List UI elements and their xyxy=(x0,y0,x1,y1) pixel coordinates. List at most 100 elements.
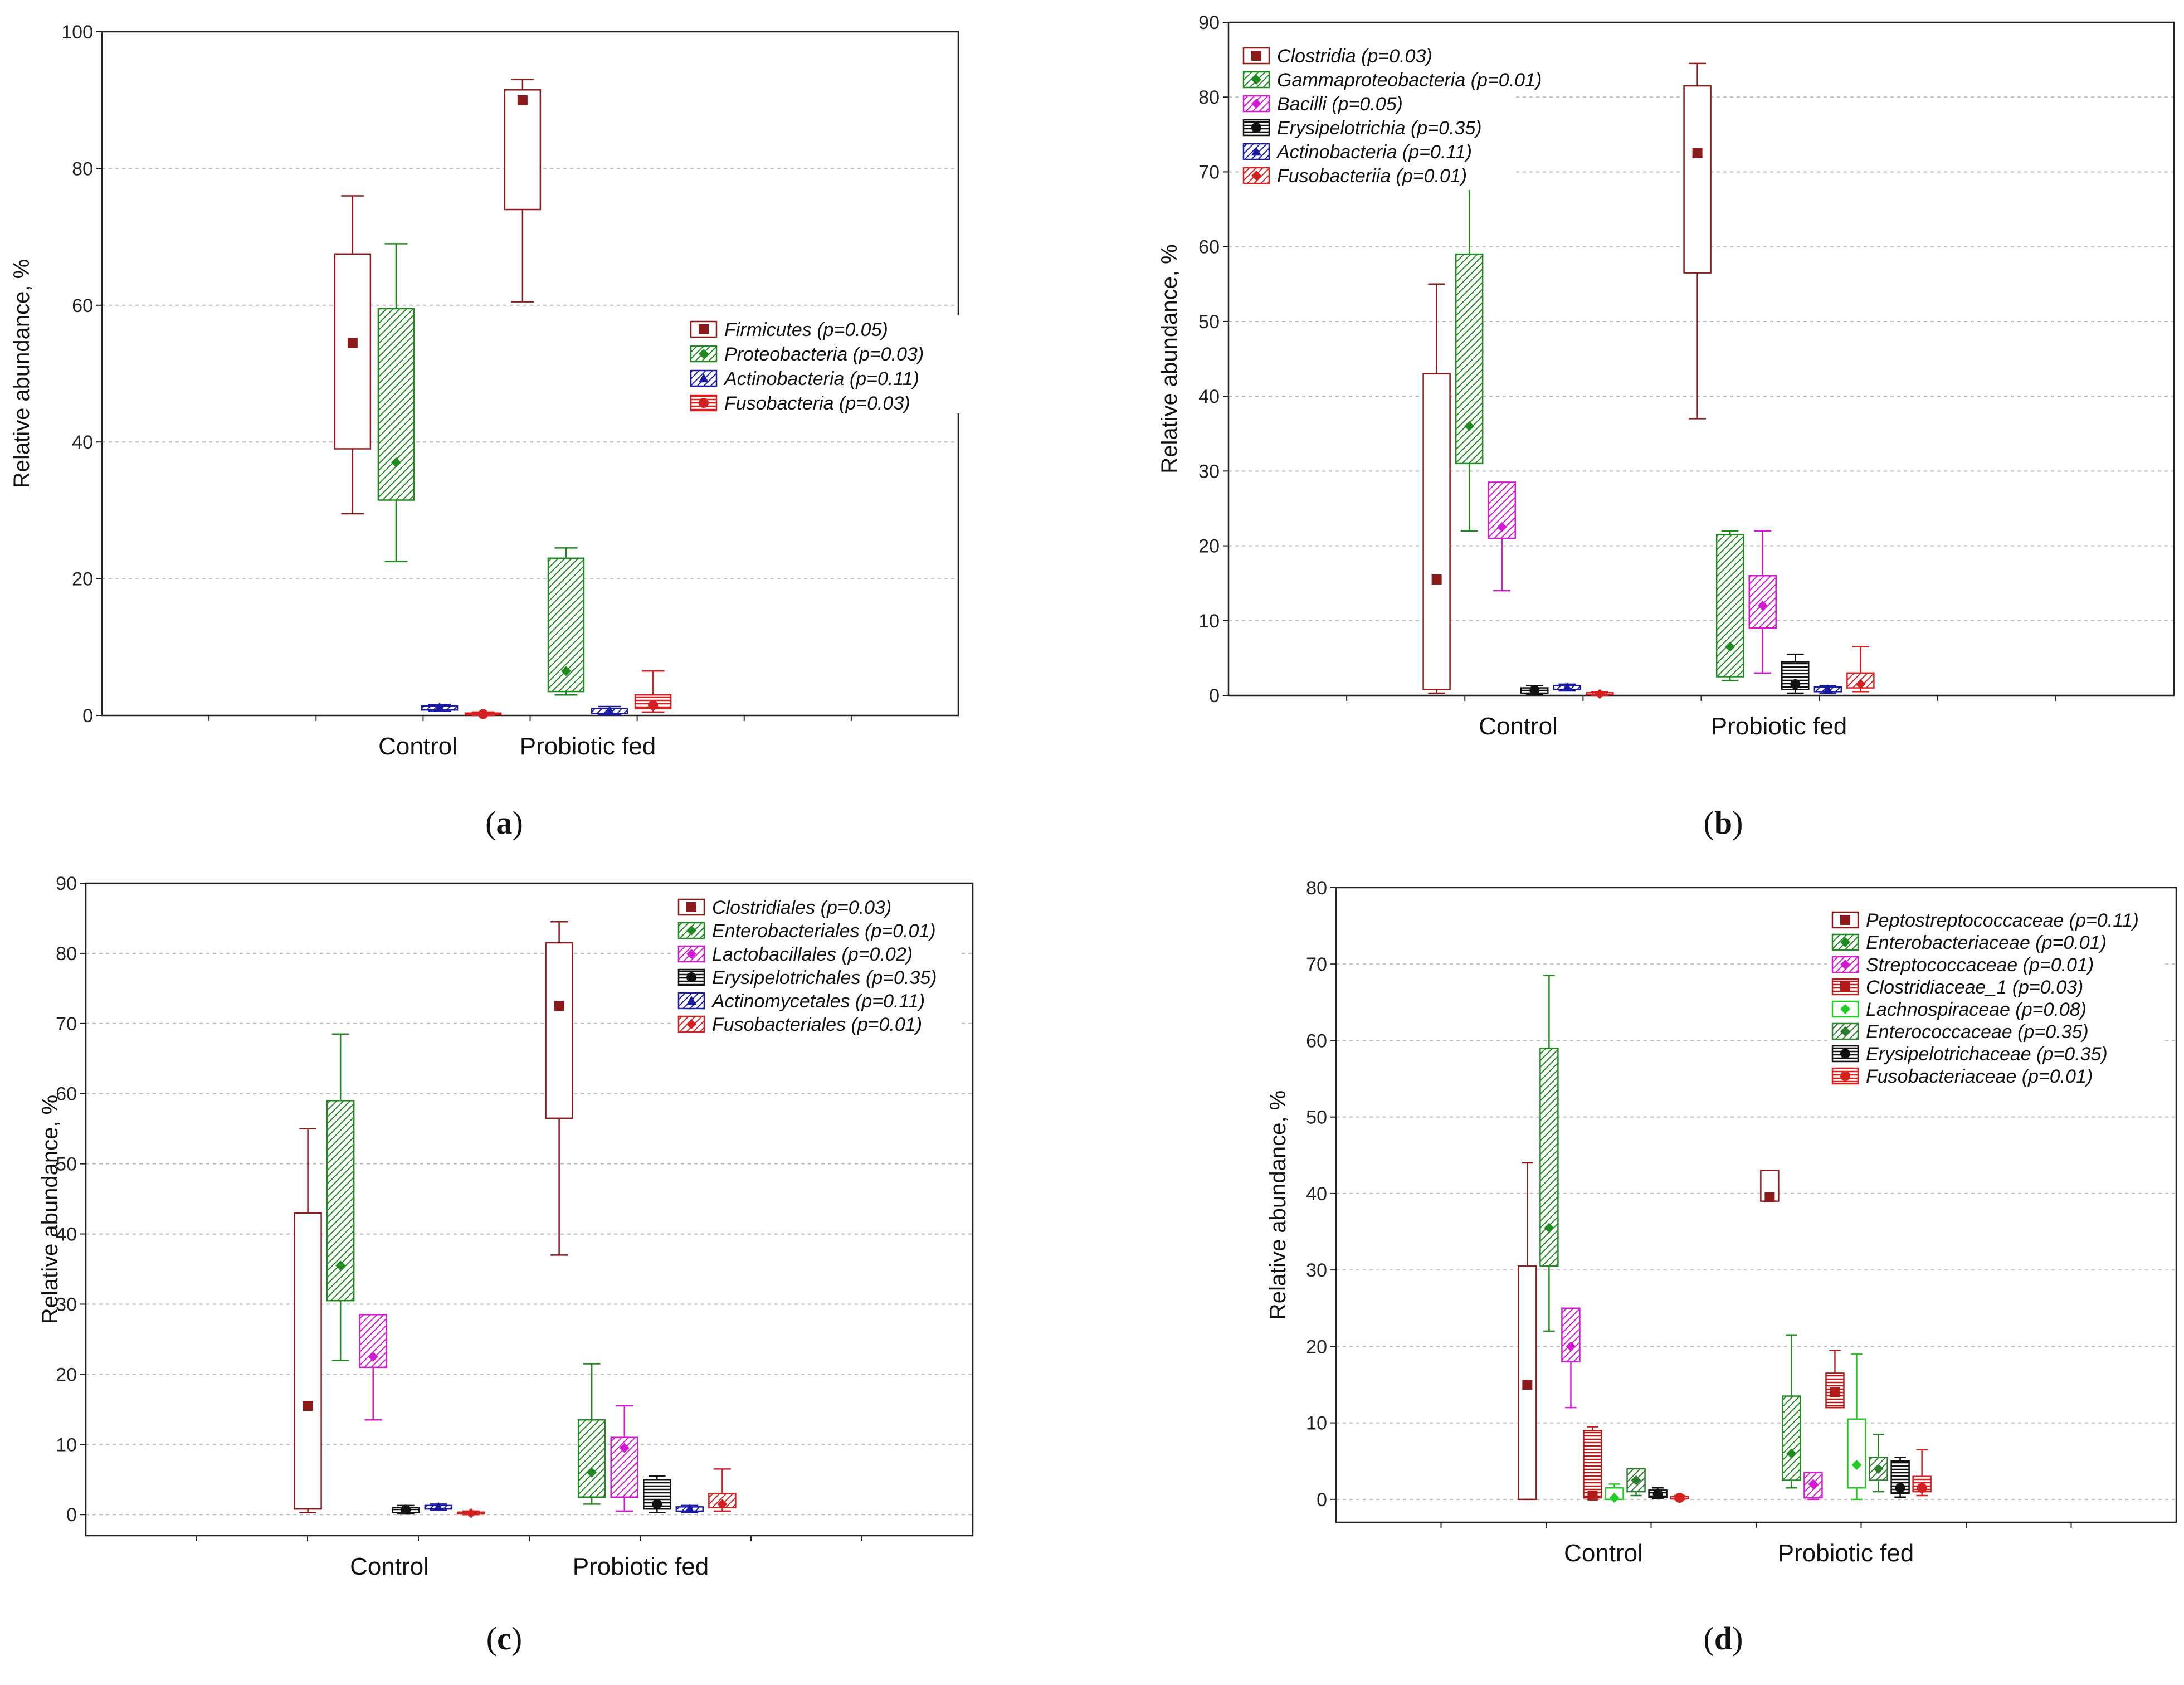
box-clostridia-control xyxy=(1422,283,1451,694)
legend-item-erysipelotrichales: Erysipelotrichales (p=0.35) xyxy=(677,967,937,988)
legend-item-lactobacillales: Lactobacillales (p=0.02) xyxy=(677,944,913,965)
y-tick-label: 60 xyxy=(1306,1030,1327,1051)
legend-swatch xyxy=(677,992,705,1010)
y-tick-label: 0 xyxy=(1317,1489,1327,1511)
panel-label: (b) xyxy=(1704,805,1743,841)
legend-item-enterobacteriales: Enterobacteriales (p=0.01) xyxy=(677,921,936,942)
box-enterococcaceae-probiotic xyxy=(1869,1433,1888,1493)
box-fusobacteriaceae-probiotic xyxy=(1912,1449,1932,1497)
box-gammaproteobacteria-control xyxy=(1455,186,1484,532)
median-marker xyxy=(1830,1387,1840,1397)
median-marker xyxy=(1790,679,1801,689)
panel-label: (a) xyxy=(485,805,523,841)
box-actinobacteria-control xyxy=(1553,682,1582,692)
median-marker xyxy=(717,1499,728,1509)
legend-bg xyxy=(674,893,959,1041)
legend: Firmicutes (p=0.05) Proteobacteria (p=0.0… xyxy=(686,315,965,414)
legend-item-erysipelotrichia: Erysipelotrichia (p=0.35) xyxy=(1242,118,1482,139)
category-label-probiotic: Probiotic fed xyxy=(1778,1540,1914,1567)
y-tick-label: 20 xyxy=(1306,1336,1327,1357)
y-tick-label: 80 xyxy=(1198,87,1220,108)
y-tick-label: 0 xyxy=(82,705,93,727)
median-marker xyxy=(684,1504,695,1513)
legend-marker xyxy=(1840,915,1850,925)
legend-marker xyxy=(1840,1026,1850,1036)
median-marker xyxy=(347,338,358,348)
median-marker xyxy=(1609,1493,1620,1503)
panel-label: (c) xyxy=(486,1620,522,1657)
legend-label: Lactobacillales (p=0.02) xyxy=(712,944,913,965)
box-fusobacteriia-probiotic xyxy=(1846,646,1875,693)
legend-label: Erysipelotrichia (p=0.35) xyxy=(1277,118,1482,139)
iqr-box xyxy=(334,253,372,450)
legend-marker xyxy=(1840,937,1850,947)
y-tick-label: 40 xyxy=(72,432,93,453)
box-erysipelotrichaceae-control xyxy=(1648,1487,1668,1499)
legend-marker xyxy=(686,926,696,936)
median-marker xyxy=(1529,685,1540,695)
category-label-control: Control xyxy=(1564,1540,1643,1567)
category-label-probiotic: Probiotic fed xyxy=(1711,713,1847,740)
y-tick-label: 30 xyxy=(1306,1260,1327,1281)
median-marker xyxy=(1808,1479,1819,1489)
legend-bg xyxy=(686,315,965,413)
median-marker xyxy=(1544,1223,1554,1233)
y-tick-label: 10 xyxy=(1306,1413,1327,1434)
legend-marker xyxy=(1251,99,1261,109)
box-gammaproteobacteria-probiotic xyxy=(1715,530,1744,681)
box-fusobacteriales-control xyxy=(457,1508,485,1518)
median-marker xyxy=(335,1260,346,1271)
legend-marker xyxy=(699,373,709,383)
iqr-box xyxy=(1422,373,1451,690)
median-marker xyxy=(1917,1483,1927,1493)
box-peptostreptococcaceae-control xyxy=(1518,1162,1537,1501)
iqr-box xyxy=(1583,1430,1602,1499)
legend-marker xyxy=(686,1019,696,1029)
median-marker xyxy=(1587,1490,1598,1501)
legend: Peptostreptococcaceae (p=0.11)Enterobact… xyxy=(1828,906,2162,1095)
median-marker xyxy=(517,95,528,105)
y-axis-label: Relative abundance, % xyxy=(38,1095,62,1324)
median-marker xyxy=(560,666,571,676)
legend-marker xyxy=(1251,171,1261,181)
iqr-box xyxy=(1561,1307,1581,1363)
median-marker xyxy=(554,1001,564,1011)
iqr-box xyxy=(545,942,573,1119)
legend-marker xyxy=(699,324,709,334)
median-marker xyxy=(1496,522,1507,532)
box-lactobacillales-probiotic xyxy=(610,1405,638,1512)
legend-item-actinobacteria: Actinobacteria (p=0.11) xyxy=(1242,142,1472,163)
legend-label: Fusobacteria (p=0.03) xyxy=(724,393,910,414)
box-proteobacteria-control xyxy=(377,243,415,563)
legend: Clostridia (p=0.03) Gammaproteobacteria (… xyxy=(1239,42,1542,190)
median-marker xyxy=(1822,684,1833,694)
median-marker xyxy=(1855,679,1866,689)
legend-label: Firmicutes (p=0.05) xyxy=(724,319,888,340)
legend-label: Gammaproteobacteria (p=0.01) xyxy=(1277,70,1542,91)
legend-label: Enterobacteriaceae (p=0.01) xyxy=(1866,932,2107,953)
y-axis-label: Relative abundance, % xyxy=(1157,244,1182,473)
category-label-probiotic: Probiotic fed xyxy=(520,733,656,760)
box-lachnospiraceae-probiotic xyxy=(1847,1353,1866,1501)
box-fusobacteria-probiotic xyxy=(634,670,672,713)
median-marker xyxy=(1431,574,1442,585)
legend-marker xyxy=(1251,123,1261,133)
legend-item-fusobacteria: Fusobacteria (p=0.03) xyxy=(690,393,910,414)
median-marker xyxy=(1464,421,1475,431)
box-enterobacteriales-control xyxy=(326,1033,355,1361)
box-erysipelotrichaceae-probiotic xyxy=(1890,1457,1910,1498)
legend-item-clostridiales: Clostridiales (p=0.03) xyxy=(677,897,891,918)
box-peptostreptococcaceae-probiotic xyxy=(1760,1170,1780,1202)
legend-label: Bacilli (p=0.05) xyxy=(1277,94,1403,115)
y-tick-label: 70 xyxy=(56,1014,77,1035)
legend-item-lachnospiraceae: Lachnospiraceae (p=0.08) xyxy=(1831,999,2086,1020)
legend-label: Clostridiaceae_1 (p=0.03) xyxy=(1866,977,2083,998)
y-tick-label: 40 xyxy=(1198,386,1220,407)
legend-label: Clostridia (p=0.03) xyxy=(1277,46,1432,67)
legend-marker xyxy=(1251,75,1261,85)
y-tick-label: 0 xyxy=(1209,685,1220,707)
median-marker xyxy=(1851,1460,1862,1470)
legend-item-enterobacteriaceae: Enterobacteriaceae (p=0.01) xyxy=(1831,932,2107,953)
legend-item-actinomycetales: Actinomycetales (p=0.11) xyxy=(677,991,925,1012)
panel-label: (d) xyxy=(1704,1620,1743,1657)
